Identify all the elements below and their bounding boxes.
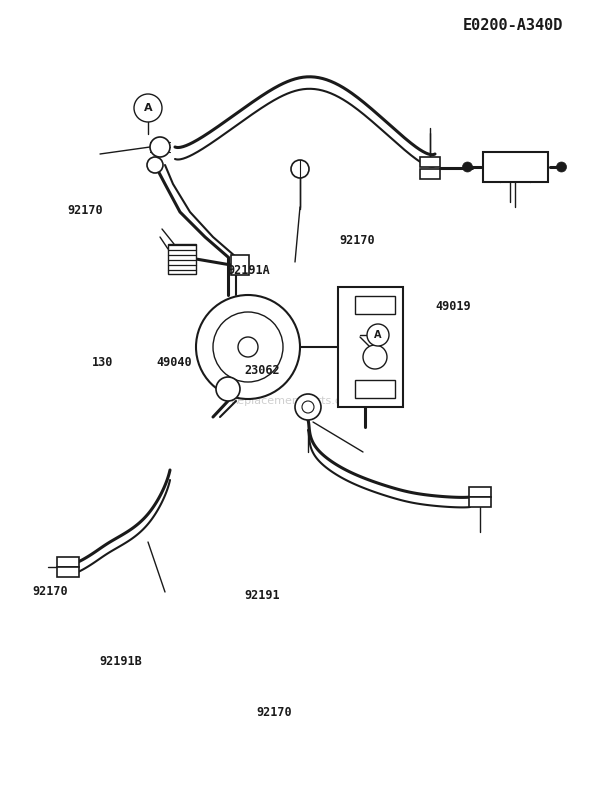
- Circle shape: [463, 162, 473, 172]
- Text: 92170: 92170: [32, 585, 68, 598]
- Text: A: A: [374, 330, 382, 340]
- Text: ReplacementParts.com: ReplacementParts.com: [231, 396, 359, 406]
- Circle shape: [134, 94, 162, 122]
- Text: 49019: 49019: [435, 300, 471, 313]
- Bar: [420, 169, 440, 179]
- Text: E0200-A340D: E0200-A340D: [463, 18, 563, 33]
- Text: 130: 130: [91, 356, 113, 369]
- Bar: [483, 152, 548, 182]
- Bar: [420, 157, 440, 167]
- Bar: [57, 567, 79, 577]
- Circle shape: [363, 345, 387, 369]
- Circle shape: [238, 337, 258, 357]
- Text: 92191: 92191: [245, 589, 280, 602]
- Bar: [231, 255, 249, 275]
- Bar: [469, 497, 491, 507]
- Bar: [57, 557, 79, 567]
- Circle shape: [147, 157, 163, 173]
- Bar: [469, 487, 491, 497]
- Circle shape: [150, 137, 170, 157]
- Circle shape: [295, 394, 321, 420]
- Circle shape: [216, 377, 240, 401]
- Bar: [168, 244, 196, 274]
- Circle shape: [367, 324, 389, 346]
- Text: 92170: 92170: [257, 706, 292, 719]
- Circle shape: [302, 401, 314, 413]
- Bar: [337, 287, 402, 407]
- Text: A: A: [144, 103, 152, 113]
- Text: 92191B: 92191B: [99, 655, 142, 668]
- Circle shape: [556, 162, 566, 172]
- Circle shape: [196, 295, 300, 399]
- Circle shape: [291, 160, 309, 178]
- Text: 92191A: 92191A: [227, 264, 270, 277]
- Text: 92170: 92170: [68, 204, 103, 217]
- Text: 23062: 23062: [245, 364, 280, 377]
- Circle shape: [213, 312, 283, 382]
- Bar: [355, 380, 395, 398]
- Text: 49040: 49040: [156, 356, 192, 369]
- Text: 92170: 92170: [339, 234, 375, 247]
- Bar: [355, 296, 395, 314]
